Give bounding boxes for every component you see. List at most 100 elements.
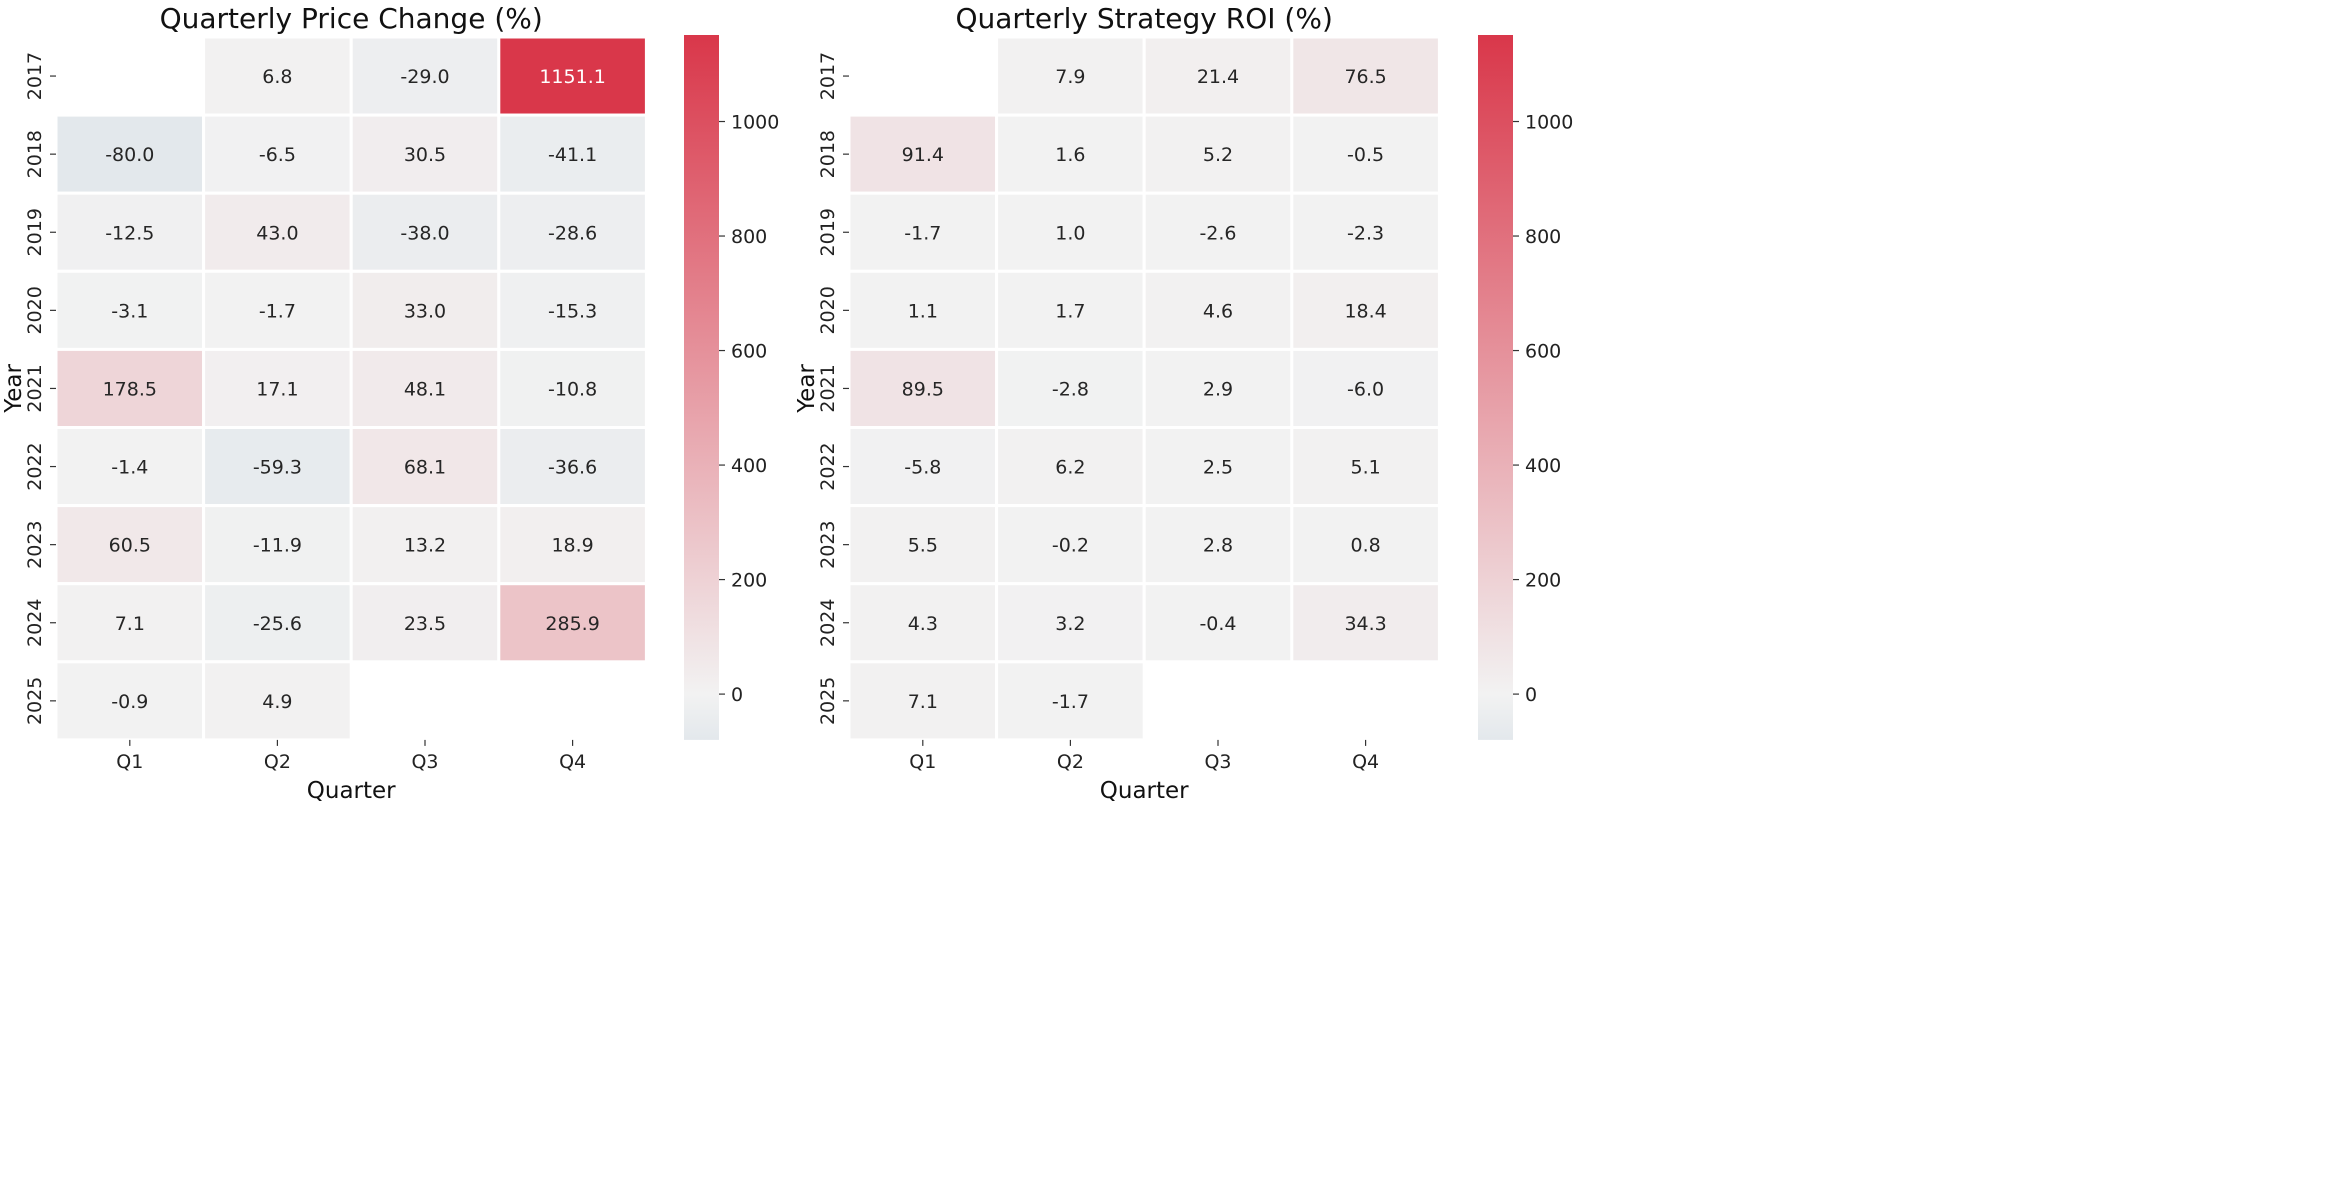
cell-label: -3.1 <box>111 300 148 322</box>
cell-label: 18.9 <box>551 535 593 557</box>
heatmap-cell <box>1290 582 1441 664</box>
heatmap-cell <box>995 347 1146 429</box>
heatmap-cell <box>995 113 1146 195</box>
x-tick-label: Q4 <box>559 751 586 773</box>
colorbar-tick-label: 400 <box>1525 455 1561 477</box>
x-tick-label: Q2 <box>264 751 291 773</box>
colorbar-tick-label: 200 <box>731 570 767 592</box>
heatmap-cell <box>497 582 648 664</box>
cell-label: 2.5 <box>1203 457 1233 479</box>
y-tick-label: 2020 <box>817 286 839 334</box>
cell-label: 1.6 <box>1055 144 1085 166</box>
heatmap-cell <box>202 660 353 742</box>
cell-label: 7.1 <box>908 691 938 713</box>
cell-label: -2.6 <box>1199 222 1236 244</box>
cell-label: -29.0 <box>400 66 449 88</box>
heatmap-cell <box>1142 269 1294 351</box>
heatmap-cell <box>1142 582 1294 664</box>
heatmap-cell <box>847 347 999 429</box>
heatmap-cell <box>995 660 1146 742</box>
heatmap-cell <box>54 426 206 508</box>
cell-label: -59.3 <box>253 457 302 479</box>
heatmap-cell <box>1290 269 1441 351</box>
colorbar-tick-label: 600 <box>1525 341 1561 363</box>
cell-label: 6.8 <box>262 66 292 88</box>
cell-label: 1.7 <box>1055 300 1085 322</box>
colorbar-tick-label: 800 <box>731 226 767 248</box>
y-tick-label: 2022 <box>817 442 839 490</box>
cell-label: 4.6 <box>1203 300 1233 322</box>
cell-label: 76.5 <box>1344 66 1386 88</box>
heatmap-cell <box>497 504 648 586</box>
cell-label: 5.2 <box>1203 144 1233 166</box>
heatmap-cell <box>497 347 648 429</box>
colorbar-tick-label: 1000 <box>731 112 779 134</box>
y-tick-label: 2019 <box>24 208 46 256</box>
y-tick-label: 2025 <box>817 677 839 725</box>
cell-label: -1.7 <box>259 300 296 322</box>
cell-label: 2.9 <box>1203 378 1233 400</box>
heatmap-cell <box>1142 35 1294 117</box>
y-tick-label: 2017 <box>24 52 46 100</box>
cell-label: -1.7 <box>1052 691 1089 713</box>
cell-label: 68.1 <box>404 457 446 479</box>
heatmap-cell <box>349 113 501 195</box>
cell-label: 1151.1 <box>539 66 605 88</box>
heatmap-cell <box>995 269 1146 351</box>
cell-label: -1.4 <box>111 457 148 479</box>
heatmap-cell <box>202 582 353 664</box>
cell-label: -36.6 <box>548 457 597 479</box>
x-tick-label: Q1 <box>909 751 936 773</box>
colorbar-tick-label: 0 <box>731 684 743 706</box>
heatmap-cell <box>349 35 501 117</box>
y-tick-label: 2025 <box>24 677 46 725</box>
cell-label: -12.5 <box>105 222 154 244</box>
cell-label: 5.1 <box>1350 457 1380 479</box>
cell-label: -5.8 <box>904 457 941 479</box>
cell-label: 178.5 <box>103 378 157 400</box>
cell-label: 17.1 <box>256 378 298 400</box>
heatmap-cell <box>497 191 648 273</box>
heatmap-cell <box>1142 113 1294 195</box>
cell-label: 21.4 <box>1197 66 1239 88</box>
cell-label: 89.5 <box>902 378 944 400</box>
y-tick-label: 2018 <box>817 130 839 178</box>
cell-label: 6.2 <box>1055 457 1085 479</box>
cell-label: 30.5 <box>404 144 446 166</box>
y-axis-label: Year <box>794 364 820 414</box>
cell-label: -0.5 <box>1347 144 1384 166</box>
heatmap-cell <box>349 426 501 508</box>
heatmap-cell <box>1290 113 1441 195</box>
colorbar-tick-label: 400 <box>731 455 767 477</box>
cell-label: -28.6 <box>548 222 597 244</box>
cell-label: 48.1 <box>404 378 446 400</box>
cell-label: 5.5 <box>908 535 938 557</box>
chart-title: Quarterly Strategy ROI (%) <box>955 2 1332 35</box>
cell-label: 2.8 <box>1203 535 1233 557</box>
colorbar-tick-label: 0 <box>1525 684 1537 706</box>
heatmap-cell <box>349 347 501 429</box>
heatmap-cell <box>202 426 353 508</box>
cell-label: 1.0 <box>1055 222 1085 244</box>
heatmap-cell <box>995 191 1146 273</box>
cell-label: -0.4 <box>1199 613 1236 635</box>
cell-label: 7.1 <box>115 613 145 635</box>
y-tick-label: 2023 <box>24 520 46 568</box>
heatmap-cell <box>1142 426 1294 508</box>
colorbar-tick-label: 1000 <box>1525 112 1573 134</box>
heatmap-cell <box>497 426 648 508</box>
cell-label: 3.2 <box>1055 613 1085 635</box>
cell-label: -25.6 <box>253 613 302 635</box>
x-tick-label: Q1 <box>116 751 143 773</box>
x-tick-label: Q3 <box>1204 751 1231 773</box>
y-tick-label: 2020 <box>24 286 46 334</box>
cell-label: 0.8 <box>1350 535 1380 557</box>
heatmap-cell <box>1290 35 1441 117</box>
heatmap-cell <box>202 347 353 429</box>
cell-label: 18.4 <box>1344 300 1386 322</box>
cell-label: 91.4 <box>902 144 944 166</box>
cell-label: -6.5 <box>259 144 296 166</box>
x-tick-label: Q3 <box>411 751 438 773</box>
cell-label: -38.0 <box>400 222 449 244</box>
heatmap-cell <box>1290 504 1441 586</box>
